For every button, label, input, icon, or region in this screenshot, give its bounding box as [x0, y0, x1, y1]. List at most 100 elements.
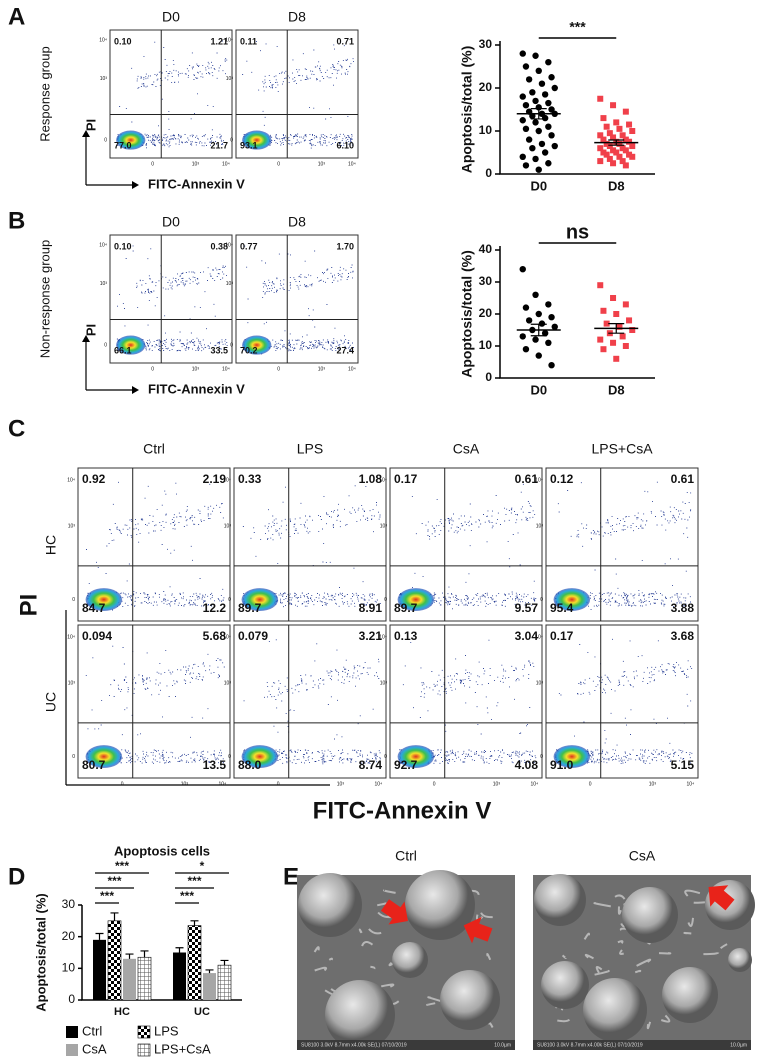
column-title: LPS	[297, 441, 323, 457]
flow-tick-label: 10³	[536, 680, 544, 686]
arrow-head	[82, 130, 139, 189]
flow-tick-label: 10³	[380, 523, 388, 529]
data-point	[622, 147, 629, 154]
quadrant-value: 8.74	[359, 758, 383, 772]
panel-label: E	[283, 863, 299, 890]
flow-tick-label: 10⁴	[535, 635, 543, 641]
data-point	[600, 136, 607, 143]
cell	[392, 942, 428, 978]
quadrant-value: 0.10	[114, 241, 132, 251]
data-point	[622, 162, 629, 169]
data-point	[529, 145, 536, 152]
data-point	[545, 99, 552, 107]
significance-label: ***	[115, 859, 129, 873]
flow-tick-label: 10⁴	[223, 478, 231, 484]
axis-arrow	[85, 340, 134, 391]
flow-tick-label: 10⁴	[379, 478, 387, 484]
data-point	[606, 155, 613, 162]
flow-density	[242, 335, 272, 355]
quadrant-value: 5.15	[671, 758, 695, 772]
data-point	[600, 149, 607, 156]
error-bar	[220, 959, 229, 966]
data-point	[626, 317, 633, 324]
flow-tick-label: 10³	[224, 523, 232, 529]
quadrant-value: 3.68	[671, 629, 695, 643]
flow-plot-frame	[77, 624, 231, 779]
axis-arrow	[85, 135, 134, 186]
data-point	[616, 153, 623, 160]
flow-tick-label: 10³	[192, 366, 200, 372]
quadrant-value: 0.77	[240, 241, 258, 251]
data-point	[545, 301, 552, 308]
quadrant-value: 0.12	[550, 472, 574, 486]
flow-tick-label: 10³	[337, 781, 345, 787]
flow-tick-label: 10³	[68, 680, 76, 686]
flow-tick-label: 0	[540, 754, 543, 760]
y-tick-label: 0	[485, 166, 492, 180]
data-point	[548, 132, 555, 139]
data-point	[610, 102, 617, 109]
image-scale: 10.0µm	[730, 1042, 747, 1048]
quadrant-value: 0.13	[394, 629, 418, 643]
quadrant-value: 1.21	[210, 36, 228, 46]
data-point	[622, 343, 629, 349]
quadrant-value: 0.61	[515, 472, 539, 486]
quadrant-value: 89.7	[238, 601, 262, 615]
cell	[583, 978, 647, 1042]
quadrant-value: 27.4	[336, 345, 354, 355]
legend-swatch	[137, 1025, 151, 1039]
bar	[173, 952, 186, 1000]
data-point	[541, 114, 549, 122]
data-point	[532, 336, 539, 343]
flow-density	[553, 745, 591, 769]
flow-tick-label: 0	[121, 781, 124, 787]
error-bar	[140, 950, 149, 958]
significance-label: ***	[180, 889, 194, 903]
x-tick-label: D8	[608, 382, 625, 397]
y-tick-label: 30	[479, 37, 493, 51]
group-label: Response group	[37, 46, 52, 141]
panel-label: C	[8, 415, 25, 442]
flow-tick-label: 10⁴	[67, 478, 75, 484]
axis-label: PI	[83, 119, 98, 131]
axis-label: Apoptosis/total (%)	[33, 893, 48, 1011]
image-footer: SU8100 3.0kV 8.7mm x4.00k SE(L) 07/10/20…	[537, 1042, 643, 1048]
flow-tick-label: 10⁴	[348, 161, 356, 167]
data-point	[532, 291, 539, 298]
flow-tick-label: 10⁴	[348, 366, 356, 372]
data-point	[597, 158, 604, 165]
error-bar	[190, 920, 199, 926]
error-bar	[530, 108, 547, 120]
data-point	[541, 149, 549, 156]
flow-density	[116, 130, 146, 150]
quadrant-value: 21.7	[210, 140, 228, 150]
axis-label: Apoptosis/total (%)	[459, 46, 475, 174]
quadrant-value: 1.70	[336, 241, 354, 251]
y-tick-label: 40	[479, 242, 493, 256]
flow-tick-label: 0	[230, 137, 233, 143]
flow-tick-label: 10³	[181, 781, 189, 787]
y-tick-label: 10	[62, 961, 76, 975]
data-point	[597, 145, 604, 152]
flow-tick-label: 10⁴	[222, 366, 230, 372]
data-point	[629, 128, 636, 134]
flow-tick-label: 10³	[318, 161, 326, 167]
y-tick-label: 0	[68, 992, 75, 1006]
flow-tick-label: 0	[277, 781, 280, 787]
cell	[440, 970, 500, 1030]
flow-tick-label: 0	[277, 161, 280, 167]
quadrant-value: 89.7	[394, 601, 418, 615]
error-bar	[608, 323, 625, 334]
quadrant-value: 13.5	[203, 758, 227, 772]
y-tick-label: 20	[479, 306, 493, 320]
arrow-head	[82, 335, 139, 394]
error-bar	[175, 947, 184, 953]
data-point	[606, 143, 613, 150]
flow-tick-label: 10³	[192, 161, 200, 167]
flow-tick-label: 0	[433, 781, 436, 787]
data-point	[619, 158, 626, 165]
y-tick-label: 20	[62, 929, 76, 943]
error-bar	[125, 953, 134, 959]
flow-tick-label: 10³	[224, 680, 232, 686]
flow-tick-label: 0	[384, 754, 387, 760]
